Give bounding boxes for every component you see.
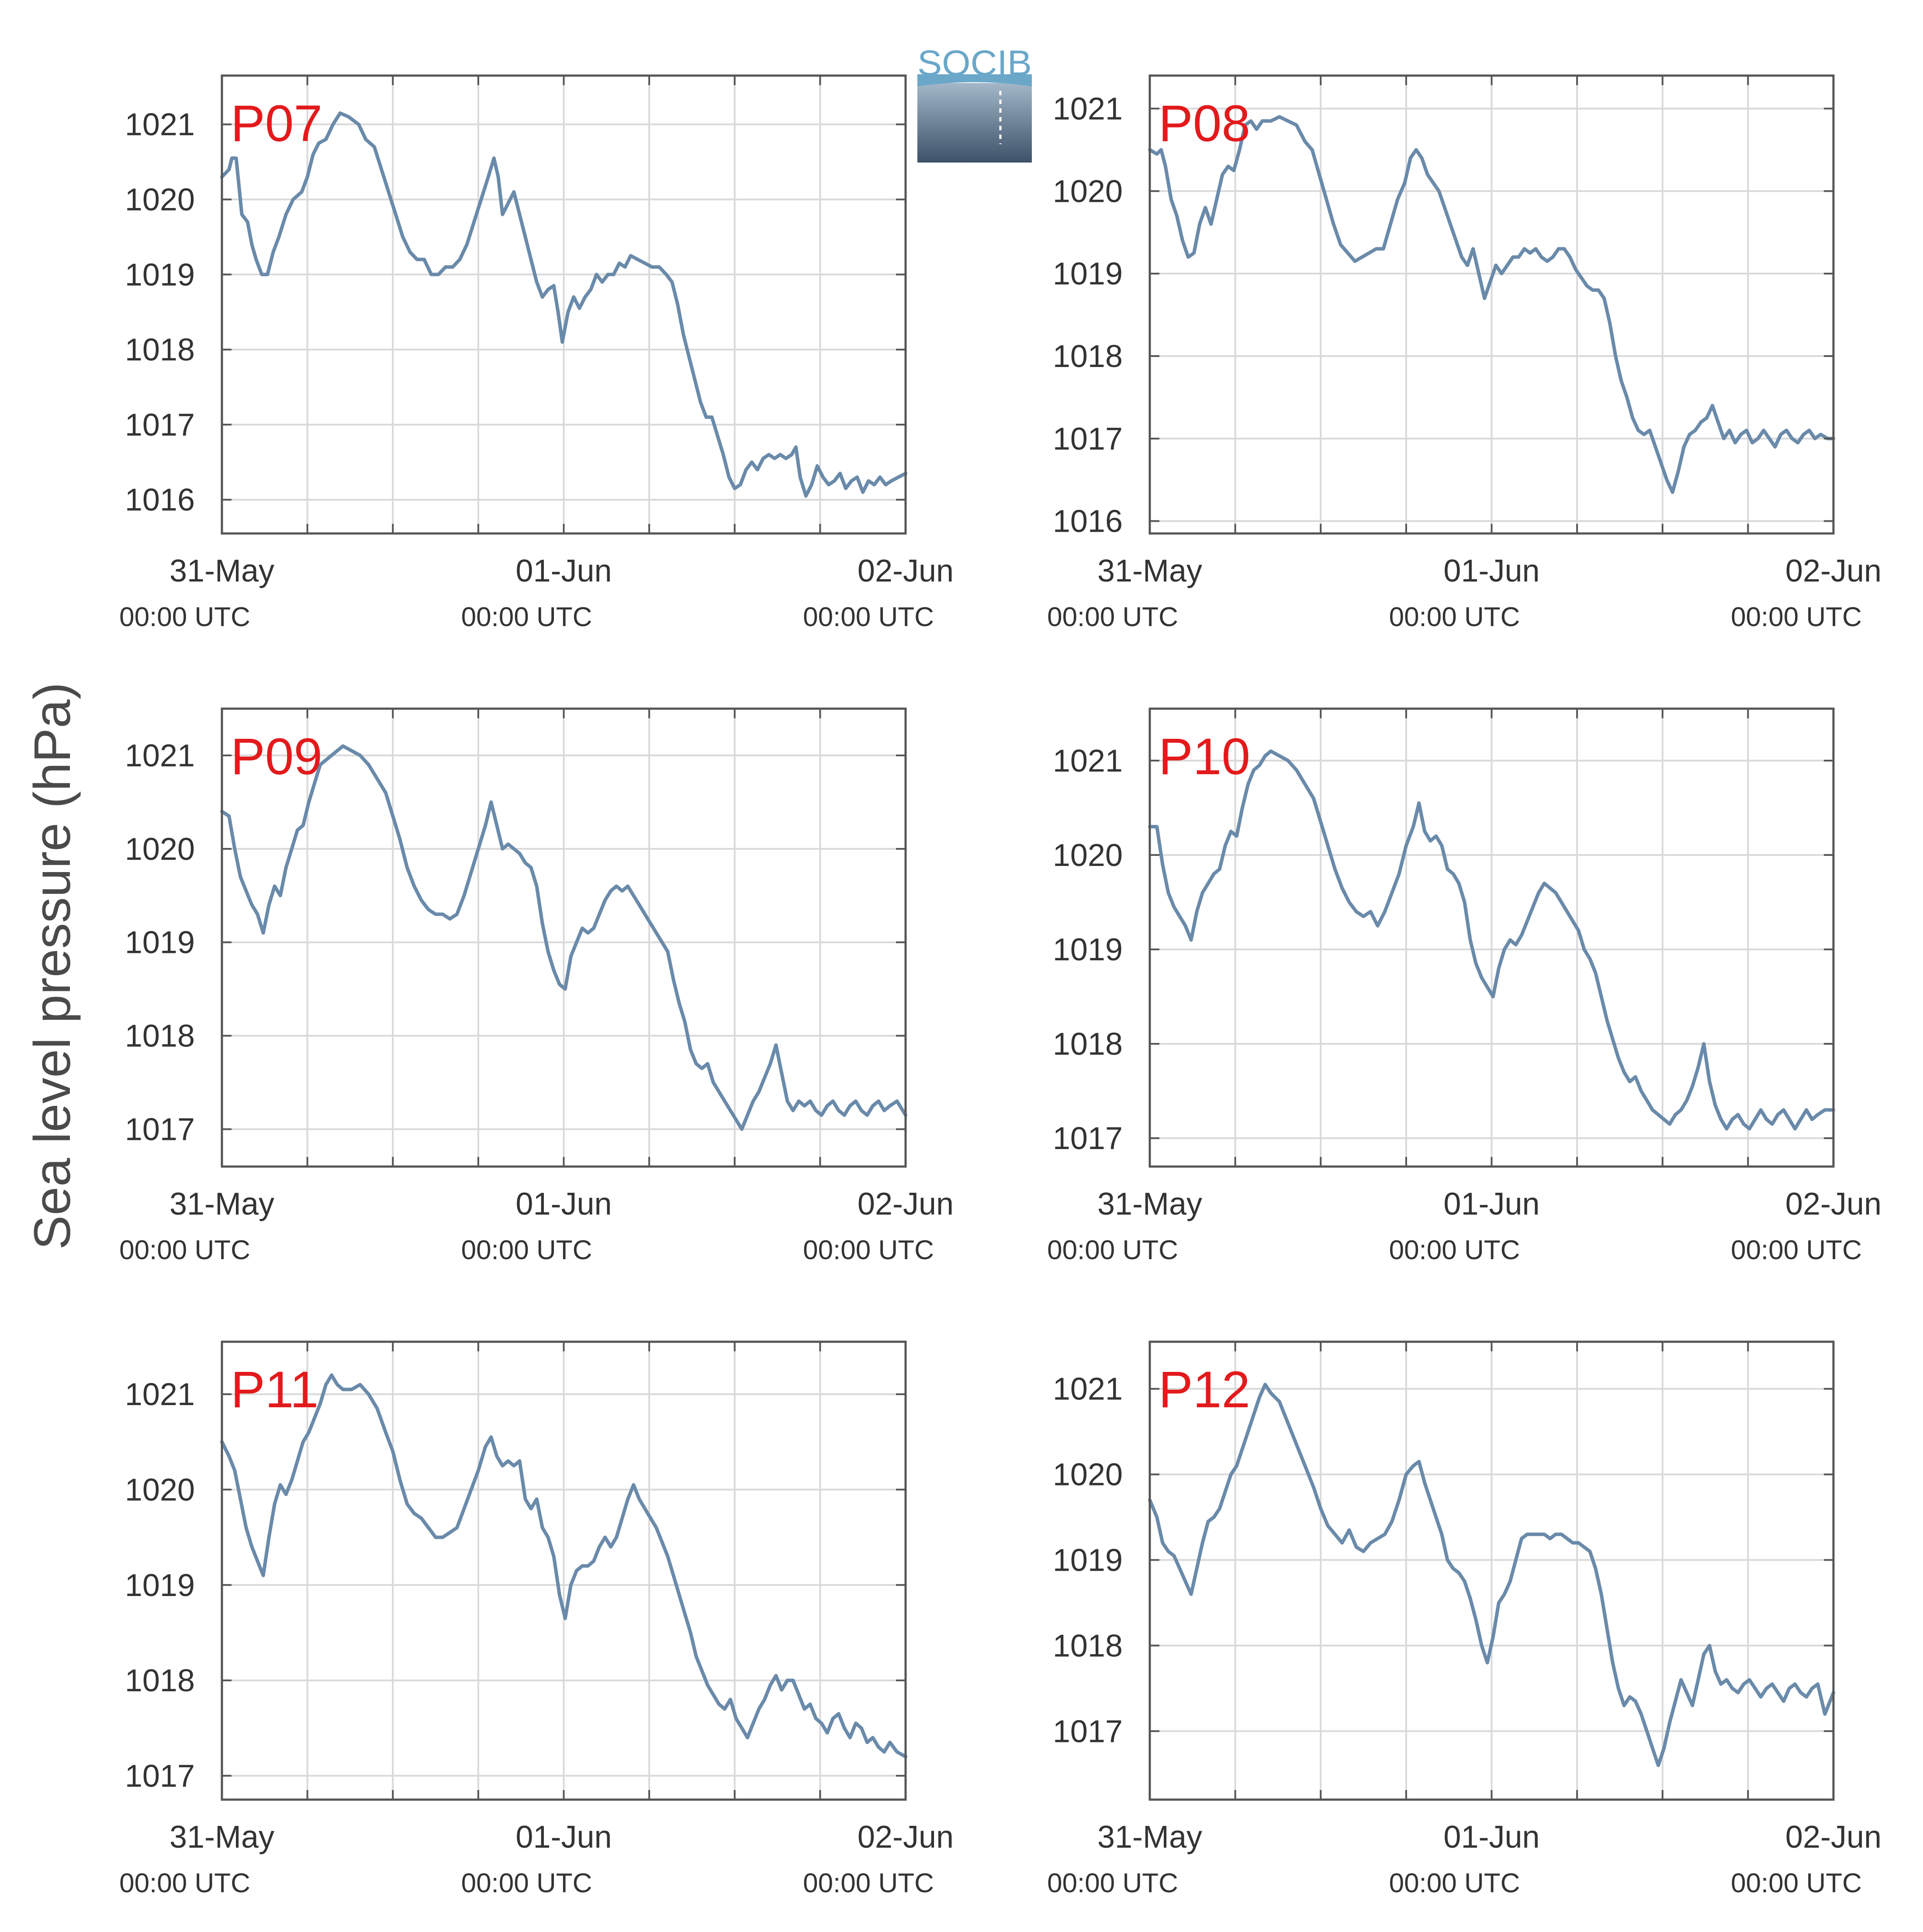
figure-ylabel: Sea level pressure (hPa)	[24, 682, 81, 1250]
x-tick-label-date: 02-Jun	[1785, 1820, 1881, 1855]
x-tick-label-date: 31-May	[1097, 1820, 1202, 1855]
x-tick-label-date: 31-May	[169, 1187, 274, 1222]
x-tick-label-time: 00:00 UTC	[803, 1868, 934, 1898]
pressure-series-line	[1148, 115, 1835, 494]
x-tick-label-time: 00:00 UTC	[1731, 602, 1862, 632]
pressure-series-line	[1148, 749, 1835, 1131]
y-tick-label: 1017	[125, 1112, 195, 1147]
y-tick-label: 1017	[1053, 1714, 1123, 1749]
x-tick-label-date: 01-Jun	[515, 1187, 612, 1222]
panel-label: P07	[231, 95, 322, 152]
y-tick-label: 1018	[125, 1663, 195, 1698]
panel-label: P08	[1159, 95, 1250, 152]
x-tick-label-time: 00:00 UTC	[119, 1235, 250, 1265]
x-tick-label-date: 31-May	[169, 554, 274, 589]
pressure-series-line	[220, 111, 907, 498]
chart-panel-p11: 1017 1018 1019 1020 1021 31-May 00:00 UTC 01-Ju…	[119, 1340, 954, 1898]
y-tick-label: 1020	[125, 832, 195, 867]
chart-panel-p12: 1017 1018 1019 1020 1021 31-May 00:00 UTC 01-Ju…	[1047, 1340, 1881, 1898]
pressure-series-line	[1148, 1382, 1835, 1767]
chart-panel-p08: 1016 1017 1018 1019 1020 1021 31-May 00:00 UTC 0…	[1047, 74, 1881, 632]
y-tick-label: 1020	[125, 182, 195, 217]
logo-wave-icon	[917, 74, 1032, 87]
x-tick-label-time: 00:00 UTC	[803, 1235, 934, 1265]
y-tick-label: 1016	[125, 483, 195, 518]
panel-label: P11	[231, 1361, 318, 1419]
y-tick-label: 1017	[125, 408, 195, 443]
y-tick-label: 1019	[125, 1568, 195, 1603]
logo-gradient-block	[917, 83, 1032, 163]
x-tick-label-date: 01-Jun	[1443, 1187, 1539, 1222]
y-tick-label: 1020	[1053, 174, 1123, 209]
chart-panel-p10: 1017 1018 1019 1020 1021 31-May 00:00 UTC 01-Ju…	[1047, 707, 1881, 1265]
y-tick-label: 1017	[125, 1759, 195, 1794]
x-tick-label-time: 00:00 UTC	[1047, 1235, 1178, 1265]
y-tick-label: 1020	[125, 1472, 195, 1507]
x-tick-label-time: 00:00 UTC	[1047, 1868, 1178, 1898]
x-tick-label-time: 00:00 UTC	[1389, 602, 1520, 632]
x-tick-label-date: 02-Jun	[858, 1187, 954, 1222]
y-tick-label: 1021	[1053, 1372, 1123, 1407]
x-tick-label-date: 01-Jun	[1443, 1820, 1539, 1855]
chart-panel-p09: 1017 1018 1019 1020 1021 31-May 00:00 UTC 01-Ju…	[119, 707, 954, 1265]
x-tick-label-date: 02-Jun	[1785, 554, 1881, 589]
x-tick-label-date: 01-Jun	[1443, 554, 1539, 589]
y-tick-label: 1020	[1053, 838, 1123, 873]
x-tick-label-date: 02-Jun	[1785, 1187, 1881, 1222]
x-tick-label-date: 31-May	[1097, 554, 1202, 589]
x-tick-label-date: 31-May	[169, 1820, 274, 1855]
y-tick-label: 1017	[1053, 422, 1123, 457]
x-tick-label-time: 00:00 UTC	[461, 1868, 592, 1898]
y-tick-label: 1018	[1053, 339, 1123, 374]
x-tick-label-time: 00:00 UTC	[461, 1235, 592, 1265]
x-tick-label-time: 00:00 UTC	[119, 1868, 250, 1898]
logo-text: SOCIB	[917, 43, 1032, 83]
x-tick-label-time: 00:00 UTC	[1389, 1235, 1520, 1265]
x-tick-label-date: 02-Jun	[858, 554, 954, 589]
x-tick-label-time: 00:00 UTC	[1731, 1235, 1862, 1265]
pressure-series-line	[220, 1373, 907, 1759]
panel-label: P09	[231, 728, 322, 786]
y-tick-label: 1018	[125, 1019, 195, 1054]
x-tick-label-time: 00:00 UTC	[461, 602, 592, 632]
y-tick-label: 1018	[1053, 1027, 1123, 1062]
y-tick-label: 1019	[125, 257, 195, 292]
pressure-series-line	[220, 744, 907, 1131]
x-tick-label-date: 01-Jun	[515, 1820, 612, 1855]
y-tick-label: 1021	[125, 1377, 195, 1412]
y-tick-label: 1017	[1053, 1121, 1123, 1156]
y-tick-label: 1020	[1053, 1458, 1123, 1492]
chart-panel-p07: 1016 1017 1018 1019 1020 1021 31-May 00:00 UTC 0…	[119, 74, 954, 632]
socib-logo: SOCIB	[917, 43, 1032, 163]
x-tick-label-date: 31-May	[1097, 1187, 1202, 1222]
x-tick-label-time: 00:00 UTC	[1389, 1868, 1520, 1898]
x-tick-label-date: 02-Jun	[858, 1820, 954, 1855]
y-tick-label: 1021	[125, 107, 195, 142]
x-tick-label-time: 00:00 UTC	[1047, 602, 1178, 632]
y-tick-label: 1019	[125, 925, 195, 960]
x-tick-label-date: 01-Jun	[515, 554, 612, 589]
x-tick-label-time: 00:00 UTC	[803, 602, 934, 632]
y-tick-label: 1019	[1053, 932, 1123, 967]
y-tick-label: 1021	[1053, 744, 1123, 779]
x-tick-label-time: 00:00 UTC	[119, 602, 250, 632]
y-tick-label: 1019	[1053, 1543, 1123, 1578]
y-tick-label: 1016	[1053, 504, 1123, 539]
y-tick-label: 1021	[1053, 92, 1123, 127]
y-tick-label: 1021	[125, 738, 195, 773]
y-tick-label: 1019	[1053, 256, 1123, 291]
panel-label: P10	[1159, 728, 1250, 786]
panels: 1016 1017 1018 1019 1020 1021 31-May 00:00 UTC 0…	[119, 74, 1881, 1898]
panel-label: P12	[1159, 1361, 1250, 1419]
y-tick-label: 1018	[125, 332, 195, 367]
x-tick-label-time: 00:00 UTC	[1731, 1868, 1862, 1898]
y-tick-label: 1018	[1053, 1628, 1123, 1663]
